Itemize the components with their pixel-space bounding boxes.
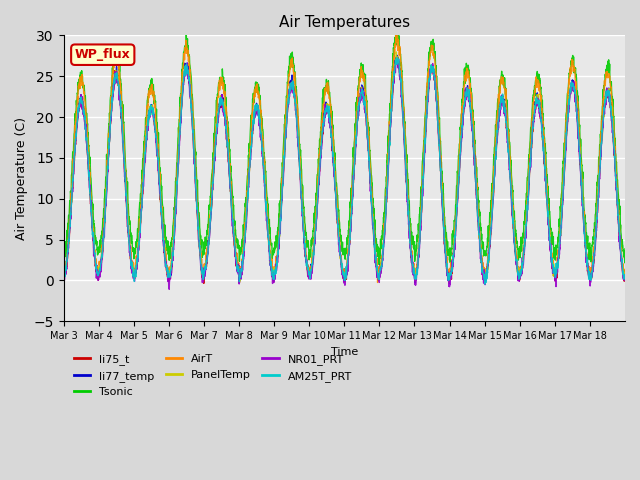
- Title: Air Temperatures: Air Temperatures: [279, 15, 410, 30]
- Text: WP_flux: WP_flux: [75, 48, 131, 61]
- Y-axis label: Air Temperature (C): Air Temperature (C): [15, 117, 28, 240]
- Legend: li75_t, li77_temp, Tsonic, AirT, PanelTemp, NR01_PRT, AM25T_PRT: li75_t, li77_temp, Tsonic, AirT, PanelTe…: [69, 350, 356, 401]
- X-axis label: Time: Time: [331, 347, 358, 357]
